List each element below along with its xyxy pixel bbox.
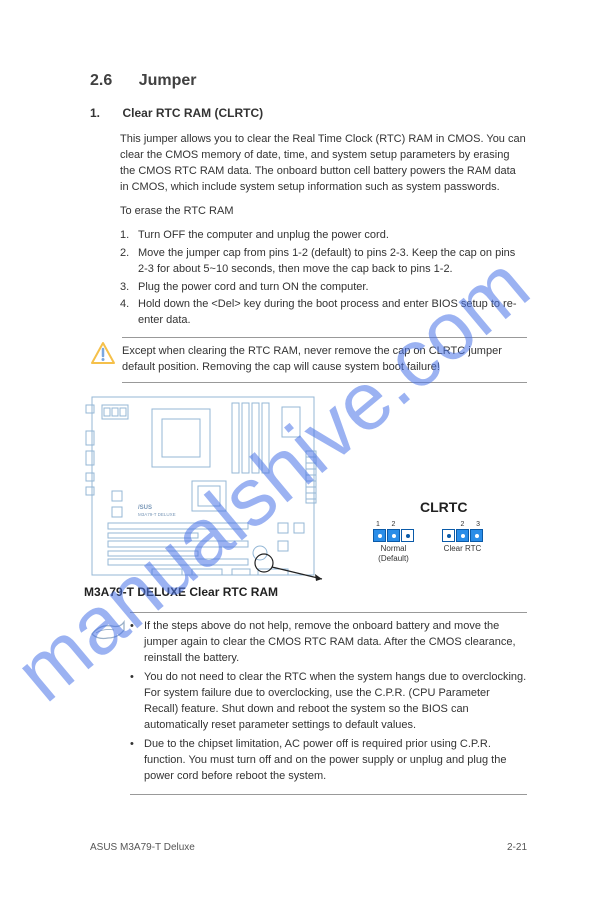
pin: [373, 529, 386, 542]
footer-left: ASUS M3A79-T Deluxe: [90, 842, 195, 853]
jumper-clear-label: Clear RTC: [442, 544, 483, 554]
pin: [442, 529, 455, 542]
jumper-heading: 1. Clear RTC RAM (CLRTC): [90, 104, 527, 122]
jumper-clear: 123 Clear RTC: [442, 521, 483, 554]
step-item: 1.Turn OFF the computer and unplug the p…: [120, 228, 527, 244]
pin: [387, 529, 400, 542]
note-callout: If the steps above do not help, remove t…: [90, 612, 527, 794]
note-icon: [90, 612, 130, 651]
pin: [470, 529, 483, 542]
note-text: If the steps above do not help, remove t…: [130, 612, 527, 794]
note-item: If the steps above do not help, remove t…: [130, 619, 527, 667]
jumper-normal: 123 Normal(Default): [373, 521, 414, 563]
clrtc-heading: CLRTC: [420, 499, 467, 515]
jumper-normal-label: Normal(Default): [373, 544, 414, 563]
section-heading: 2.6 Jumper: [90, 72, 527, 90]
intro-paragraph: This jumper allows you to clear the Real…: [120, 132, 527, 196]
note-item: Due to the chipset limitation, AC power …: [130, 737, 527, 785]
footer-right: 2-21: [507, 842, 527, 853]
step-item: 4.Hold down the <Del> key during the boo…: [120, 297, 527, 329]
caution-icon: [90, 337, 122, 372]
steps-list: 1.Turn OFF the computer and unplug the p…: [120, 228, 527, 330]
caution-text: Except when clearing the RTC RAM, never …: [122, 337, 527, 383]
page-footer: ASUS M3A79-T Deluxe 2-21: [90, 842, 527, 853]
mobo-brand-text: /SUS: [138, 505, 152, 511]
diagram-caption: M3A79-T DELUXE Clear RTC RAM: [84, 585, 278, 599]
jumper-title: Clear RTC RAM (CLRTC): [122, 106, 263, 120]
section-title: Jumper: [139, 72, 197, 89]
step-item: 2.Move the jumper cap from pins 1-2 (def…: [120, 246, 527, 278]
intro-lead: To erase the RTC RAM: [120, 204, 527, 220]
section-number: 2.6: [90, 72, 112, 89]
caution-callout: Except when clearing the RTC RAM, never …: [90, 337, 527, 383]
jumper-number: 1.: [90, 106, 100, 120]
pin: [456, 529, 469, 542]
step-item: 3.Plug the power cord and turn ON the co…: [120, 280, 527, 296]
motherboard-diagram: /SUS M3A79-T DELUXE CLRTC 123 Normal(Def…: [90, 391, 527, 606]
note-item: You do not need to clear the RTC when th…: [130, 670, 527, 734]
motherboard-svg: /SUS M3A79-T DELUXE: [82, 391, 327, 586]
pin: [401, 529, 414, 542]
mobo-model-text: M3A79-T DELUXE: [138, 512, 176, 517]
